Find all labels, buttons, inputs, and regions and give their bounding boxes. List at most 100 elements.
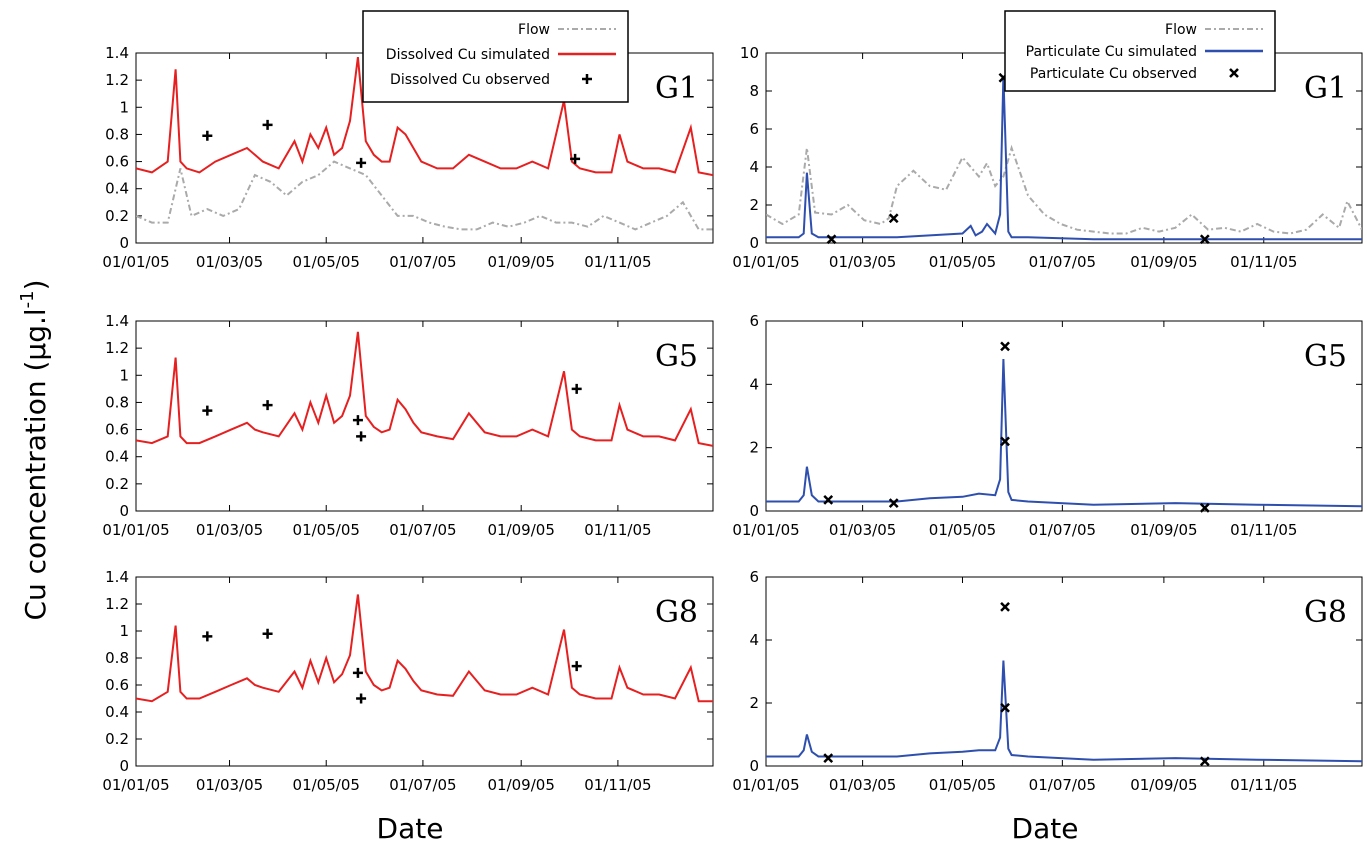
x-tick-label: 01/09/05 (488, 521, 555, 539)
observed-point (262, 628, 273, 639)
simulated-line (766, 358, 1362, 508)
x-tick-label: 01/05/05 (929, 521, 996, 539)
x-tick-label: 01/11/05 (584, 776, 651, 794)
x-tick-label: 01/09/05 (488, 776, 555, 794)
flow-line (766, 144, 1362, 235)
x-tick-label: 01/05/05 (293, 776, 360, 794)
observed-point (1000, 436, 1010, 447)
y-tick-label: 0.2 (105, 730, 129, 748)
x-tick-label: 01/07/05 (1029, 253, 1096, 271)
panel-dis-g1: 0 0.2 0.4 0.6 0.8 1 1.2 1.4 01/01/05 01/03/05 01/0… (102, 10, 714, 271)
y-tick-label: 6 (749, 568, 759, 586)
legend-label: Flow (518, 22, 550, 38)
x-tick-label: 01/05/05 (929, 776, 996, 794)
x-tick-label: 01/03/05 (829, 253, 896, 271)
site-label: G5 (1304, 339, 1347, 374)
legend-swatch-observed (1229, 68, 1239, 78)
observed-point (1000, 341, 1010, 352)
observed-point (571, 661, 582, 672)
panel-part-g8: 0 2 4 6 01/01/05 01/03/05 01/05/05 01/07/05 01/0… (732, 568, 1363, 794)
y-tick-label: 2 (749, 694, 759, 712)
y-tick-label: 0 (119, 234, 129, 252)
plot-frame (765, 576, 1363, 767)
observed-point (1199, 234, 1210, 245)
x-tick-label: 01/11/05 (584, 253, 651, 271)
observed-point (570, 153, 581, 164)
y-tick-label: 0 (749, 502, 759, 520)
observed-point (888, 213, 899, 224)
legend-swatch-observed (582, 74, 592, 84)
observed-point (823, 495, 834, 505)
observed-point (352, 667, 363, 678)
legend-label: Particulate Cu simulated (1026, 44, 1197, 60)
y-tick-label: 1 (119, 622, 129, 640)
panel-dis-g5: 0 0.2 0.4 0.6 0.8 1 1.2 1.4 01/01/05 01/03/05 01/0… (102, 312, 714, 539)
x-tick-label: 01/11/05 (1230, 776, 1297, 794)
y-tick-label: 0.4 (105, 703, 129, 721)
x-tick-label: 01/11/05 (584, 521, 651, 539)
x-tick-label: 01/01/05 (732, 253, 799, 271)
x-tick-label: 01/09/05 (1130, 521, 1197, 539)
panel-part-g5: 0 2 4 6 01/01/05 01/03/05 01/05/05 01/07/05 01/0… (732, 312, 1363, 539)
legend-label: Dissolved Cu simulated (386, 47, 550, 63)
y-tick-label: 1.4 (105, 312, 129, 330)
y-tick-label: 0.2 (105, 207, 129, 225)
plot-frame (135, 320, 714, 512)
y-tick-label: 1.4 (105, 44, 129, 62)
site-label: G1 (655, 71, 698, 106)
x-axis-label-right: Date (1012, 812, 1079, 845)
y-tick-label: 0.4 (105, 448, 129, 466)
x-tick-label: 01/11/05 (1230, 521, 1297, 539)
y-tick-label: 4 (749, 158, 759, 176)
y-tick-label: 0.6 (105, 676, 129, 694)
plot-frame (135, 576, 714, 767)
x-tick-label: 01/07/05 (389, 521, 456, 539)
x-tick-label: 01/09/05 (1130, 776, 1197, 794)
y-tick-label: 1.2 (105, 595, 129, 613)
y-tick-label: 4 (749, 631, 759, 649)
x-tick-label: 01/01/05 (732, 521, 799, 539)
flow-line (136, 160, 713, 231)
y-tick-label: 6 (749, 120, 759, 138)
x-tick-label: 01/07/05 (1029, 776, 1096, 794)
panel-part-g1: 0 2 4 6 8 10 01/01/05 01/03/05 01/05/05 01/07/05 0… (732, 10, 1363, 271)
observed-point (202, 405, 213, 416)
observed-point (1000, 702, 1010, 713)
observed-point (262, 119, 273, 130)
x-tick-label: 01/03/05 (829, 776, 896, 794)
x-tick-label: 01/07/05 (389, 253, 456, 271)
site-label: G8 (655, 595, 698, 630)
y-tick-label: 0 (119, 757, 129, 775)
y-tick-label: 4 (749, 375, 759, 393)
observed-point (888, 498, 899, 508)
simulated-line (766, 660, 1362, 763)
x-tick-label: 01/05/05 (293, 521, 360, 539)
legend-label: Flow (1165, 22, 1197, 38)
x-tick-label: 01/05/05 (293, 253, 360, 271)
x-tick-label: 01/03/05 (196, 776, 263, 794)
observed-point (571, 383, 582, 394)
y-tick-label: 6 (749, 312, 759, 330)
legend-box (362, 10, 629, 103)
simulated-line (766, 75, 1362, 241)
x-tick-label: 01/11/05 (1230, 253, 1297, 271)
y-tick-label: 2 (749, 196, 759, 214)
x-tick-label: 01/03/05 (829, 521, 896, 539)
x-tick-label: 01/07/05 (1029, 521, 1096, 539)
y-tick-label: 2 (749, 439, 759, 457)
legend-label: Dissolved Cu observed (390, 72, 550, 88)
observed-point (202, 130, 213, 141)
x-axis-label-left: Date (377, 812, 444, 845)
site-label: G8 (1304, 595, 1347, 630)
y-axis-label: Cu concentration (µg.l-1) (17, 279, 52, 620)
simulated-line (136, 331, 713, 447)
x-tick-label: 01/03/05 (196, 253, 263, 271)
y-tick-label: 0.2 (105, 475, 129, 493)
site-label: G1 (1304, 71, 1347, 106)
y-tick-label: 0 (749, 757, 759, 775)
x-tick-label: 01/09/05 (1130, 253, 1197, 271)
y-tick-label: 10 (740, 44, 759, 62)
y-tick-label: 0.8 (105, 393, 129, 411)
observed-point (1000, 602, 1010, 612)
